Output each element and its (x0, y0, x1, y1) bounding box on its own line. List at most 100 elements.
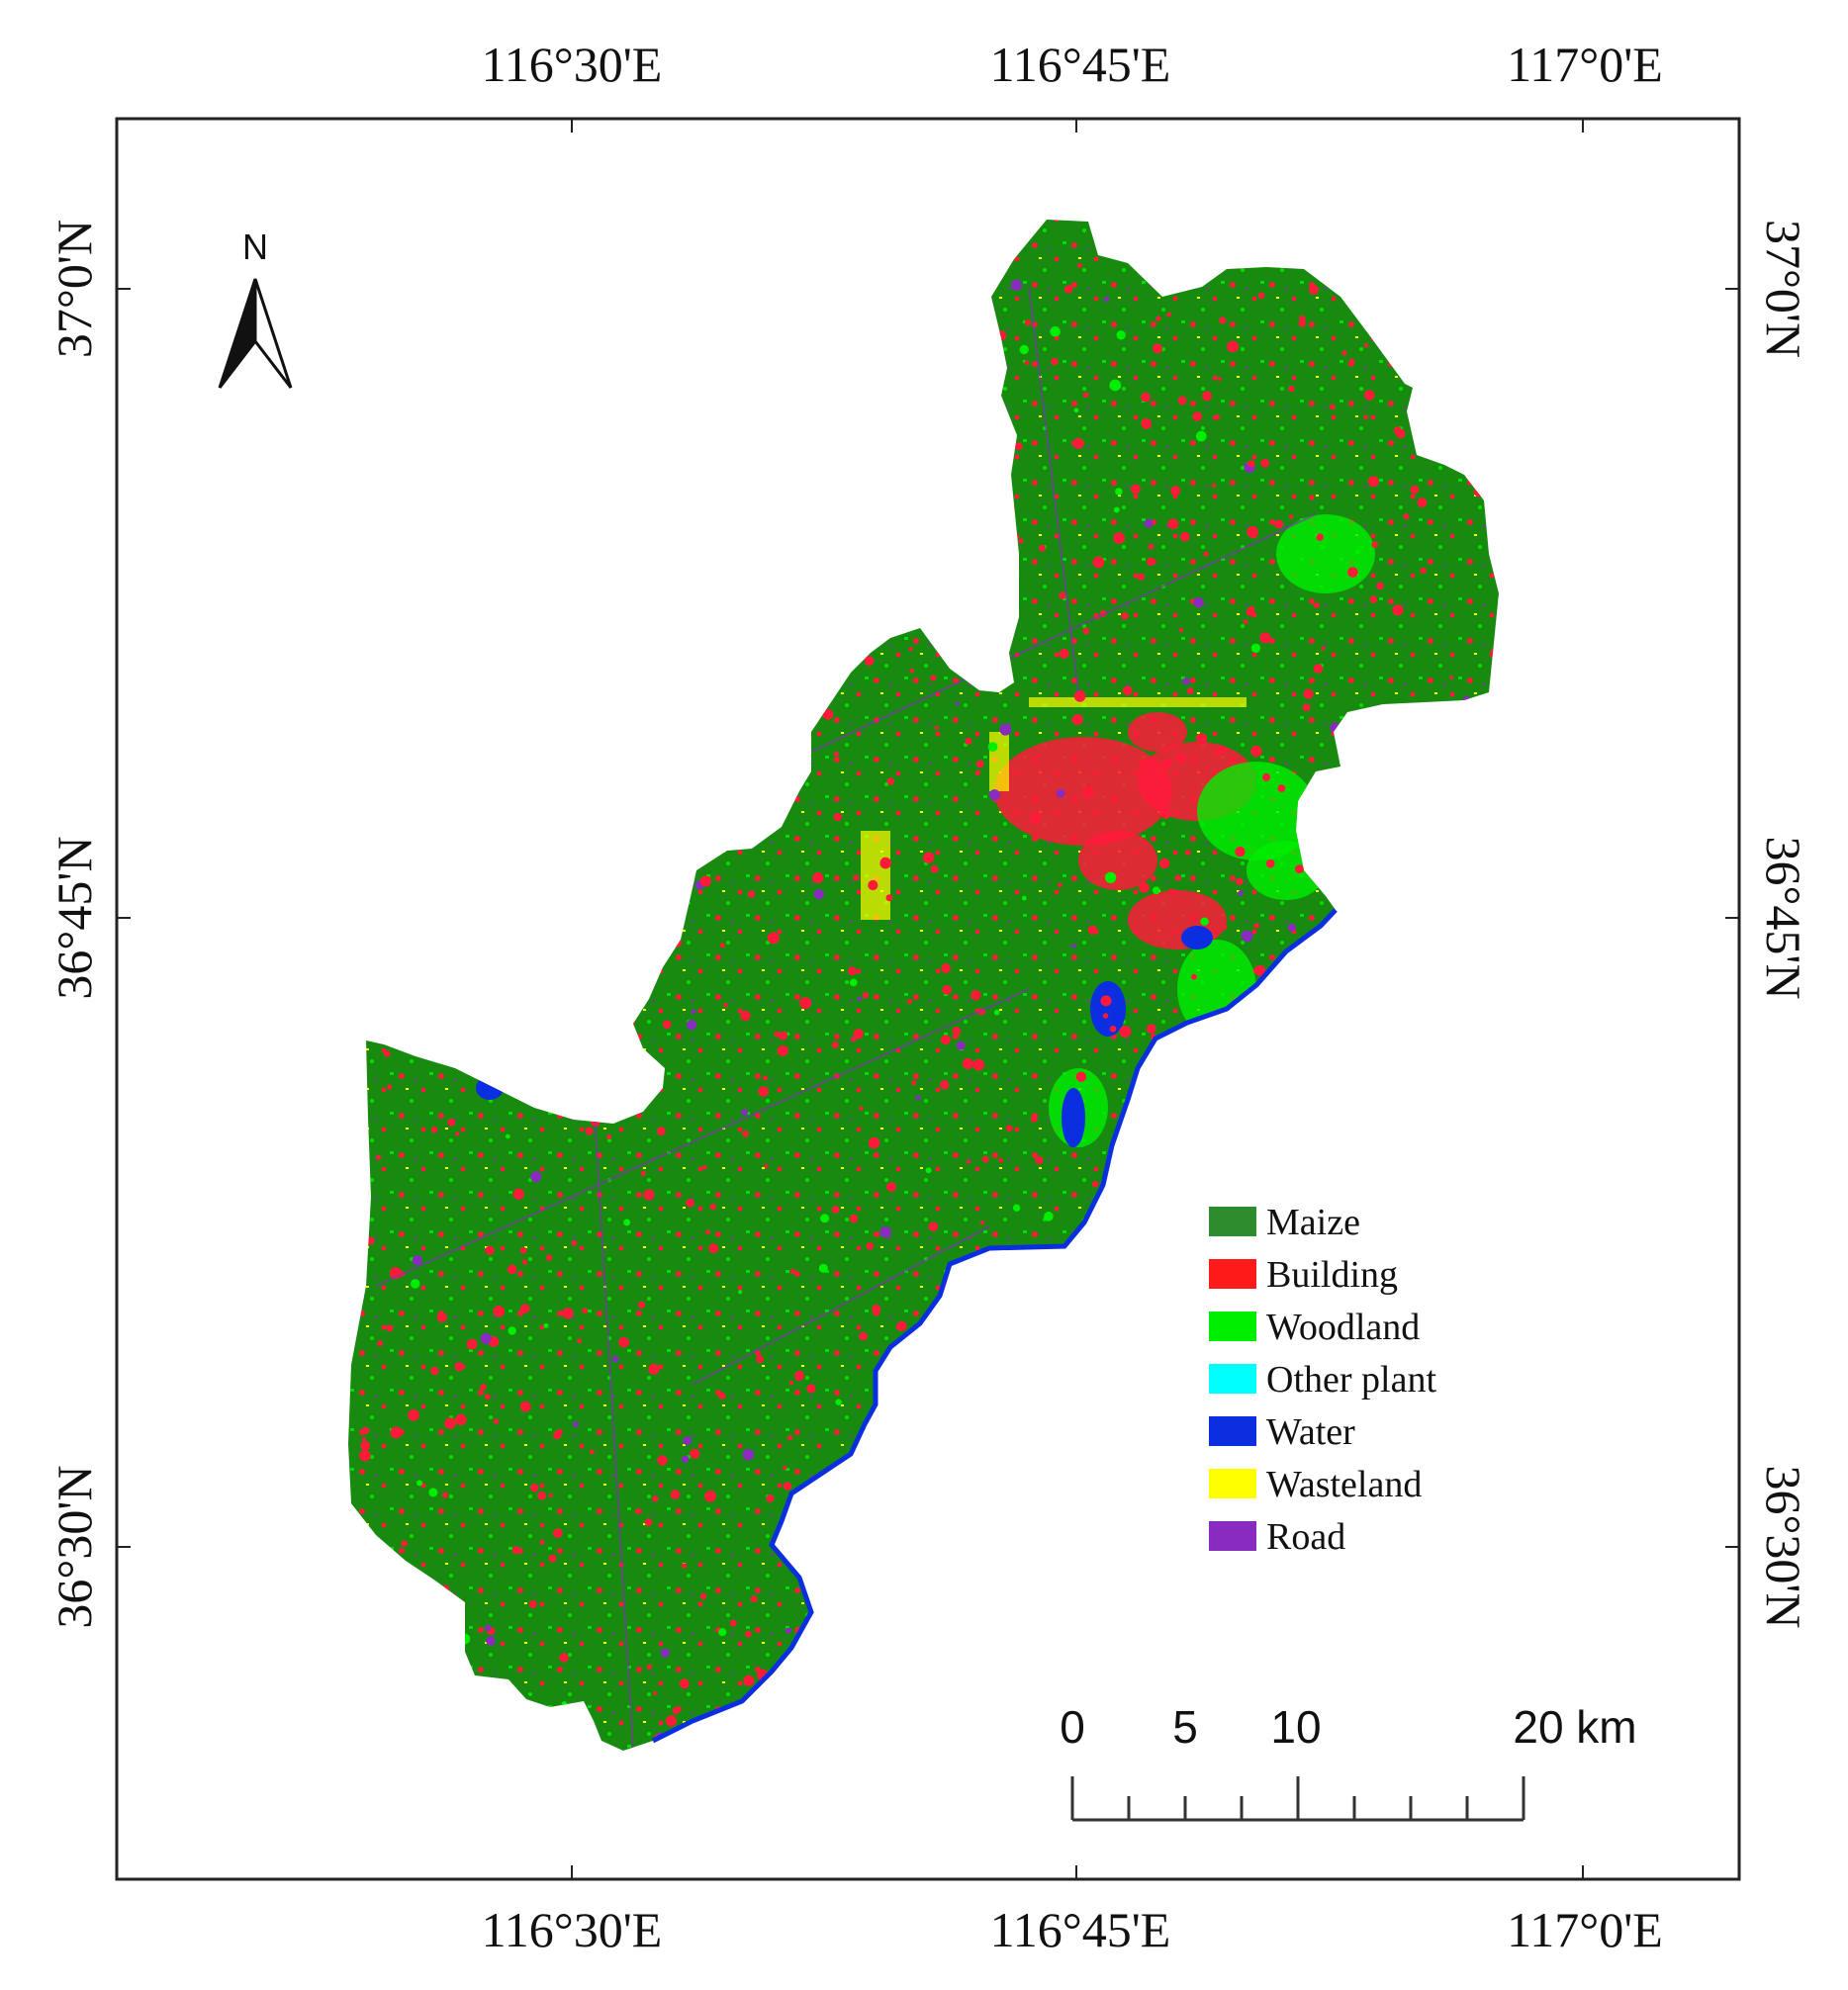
land-cover-speck (971, 1544, 983, 1557)
land-cover-speck (812, 871, 824, 884)
land-cover-speck (451, 533, 460, 541)
land-cover-speck (964, 1715, 973, 1726)
land-cover-speck (1318, 1504, 1329, 1515)
land-cover-speck (859, 1106, 864, 1112)
land-cover-speck (1200, 917, 1209, 926)
land-cover-speck (445, 1747, 454, 1751)
land-cover-speck (562, 984, 569, 991)
land-cover-speck (1018, 538, 1024, 544)
land-cover-speck (1141, 418, 1153, 429)
land-cover-speck (1177, 396, 1187, 406)
land-cover-speck (925, 1167, 932, 1174)
land-cover-speck (1313, 602, 1320, 609)
land-cover-speck (681, 758, 688, 765)
land-cover-speck (1412, 1681, 1417, 1685)
land-cover-speck (1429, 351, 1438, 361)
land-cover-speck (912, 585, 922, 593)
land-cover-speck (1329, 404, 1336, 410)
land-cover-speck (709, 1203, 717, 1211)
land-cover-speck (1420, 567, 1427, 575)
land-cover-speck (1366, 981, 1371, 986)
land-cover-speck (519, 1401, 531, 1412)
land-cover-speck (418, 304, 426, 312)
land-cover-speck (1421, 276, 1431, 286)
land-cover-speck (625, 821, 633, 829)
land-cover-speck (1168, 1560, 1175, 1567)
land-cover-speck (360, 313, 365, 317)
land-cover-speck (718, 1392, 726, 1400)
land-cover-speck (618, 1336, 629, 1348)
land-cover-speck (976, 350, 986, 360)
land-cover-speck (1286, 1080, 1293, 1088)
land-cover-speck (702, 1164, 707, 1170)
land-cover-speck (1347, 567, 1358, 578)
land-cover-speck (352, 242, 358, 248)
land-cover-speck (465, 414, 476, 425)
land-cover-speck (1058, 882, 1063, 887)
land-cover-speck (946, 584, 950, 588)
land-cover-speck (683, 1436, 693, 1446)
land-cover-speck (1182, 678, 1190, 685)
land-cover-speck (535, 884, 542, 890)
land-cover-speck (1015, 1401, 1027, 1413)
land-cover-speck (1075, 1071, 1087, 1082)
land-cover-speck (785, 1627, 792, 1634)
land-cover-speck (918, 1611, 929, 1621)
land-cover-speck (1266, 1623, 1276, 1634)
land-cover-speck (853, 1029, 864, 1040)
land-cover-speck (638, 1301, 646, 1309)
land-cover-speck (498, 613, 508, 623)
land-cover-speck (591, 820, 601, 830)
land-cover-speck (1100, 995, 1112, 1007)
land-cover-speck (1108, 1434, 1119, 1445)
road-line (1028, 286, 1079, 693)
land-cover-speck (1227, 340, 1239, 353)
land-cover-speck (431, 384, 437, 390)
scale-label-0: 0 (1060, 1701, 1085, 1753)
land-cover-speck (940, 1035, 951, 1045)
water-body (476, 1076, 504, 1100)
land-cover-speck (763, 517, 774, 528)
land-cover-speck (939, 1325, 947, 1333)
land-cover-speck (928, 1221, 939, 1231)
land-cover-speck (767, 932, 780, 945)
land-cover-speck (959, 1659, 964, 1664)
land-cover-speck (1340, 1667, 1347, 1673)
land-cover-speck (833, 812, 842, 822)
land-cover-speck (348, 907, 351, 918)
land-cover-speck (660, 1648, 670, 1658)
land-cover-speck (508, 588, 516, 597)
land-cover-speck (1073, 689, 1086, 702)
land-cover-speck (1383, 1635, 1389, 1641)
land-cover-speck (1436, 1457, 1445, 1466)
land-cover-speck (382, 1024, 394, 1035)
water-body (1181, 926, 1213, 950)
land-cover-speck (1071, 944, 1076, 949)
scale-bar: 0 5 10 20 km (1060, 1701, 1637, 1822)
land-cover-speck (1012, 1204, 1021, 1212)
land-cover-speck (652, 1495, 659, 1502)
land-cover-speck (1408, 1692, 1414, 1698)
land-cover-speck (519, 1304, 530, 1313)
land-cover-speck (1172, 1170, 1178, 1175)
land-cover-speck (551, 870, 563, 882)
land-cover-speck (976, 1284, 985, 1292)
land-cover-speck (1063, 1356, 1075, 1368)
land-cover-speck (815, 1752, 823, 1760)
land-cover-speck (1376, 582, 1384, 590)
land-cover-speck (1443, 1443, 1452, 1452)
land-cover-speck (913, 1395, 918, 1400)
land-cover-speck (884, 1668, 895, 1677)
land-cover-speck (412, 1255, 423, 1266)
land-cover-speck (424, 356, 436, 368)
land-cover-speck (553, 1528, 563, 1538)
land-cover-speck (922, 1435, 931, 1444)
land-cover-speck (585, 680, 598, 693)
land-cover-speck (912, 1675, 917, 1680)
land-cover-speck (1403, 1287, 1408, 1293)
land-cover-speck (850, 430, 860, 440)
land-cover-speck (531, 962, 538, 969)
land-cover-speck (545, 947, 556, 956)
land-cover-speck (975, 760, 984, 769)
land-cover-speck (1461, 1581, 1470, 1588)
